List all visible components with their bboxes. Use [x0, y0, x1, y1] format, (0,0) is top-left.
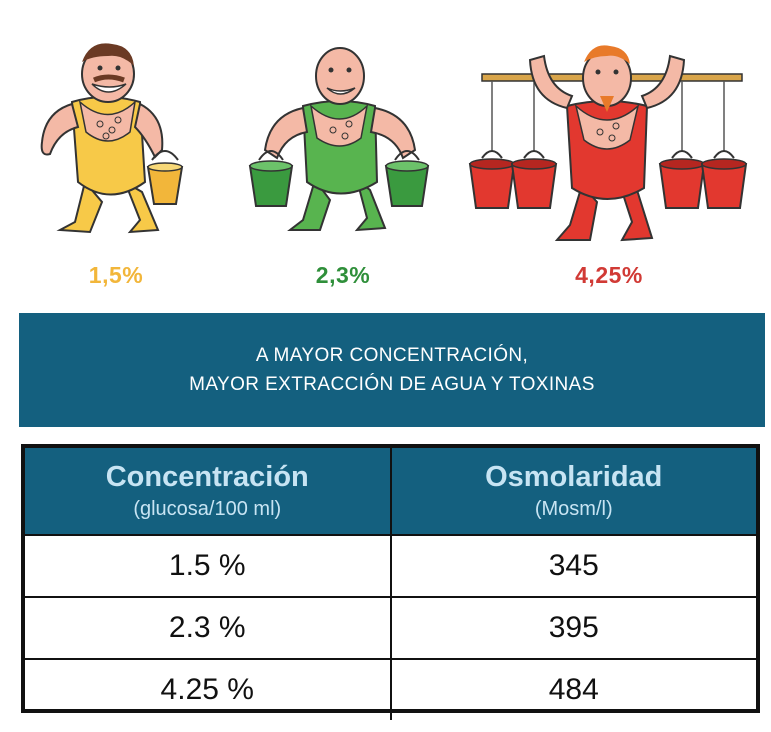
red-strongman-figure	[468, 45, 748, 242]
table-row: 2.3 % 395	[25, 596, 756, 659]
concentration-label-2: 2,3%	[315, 262, 371, 288]
cell-concentration: 1.5 %	[25, 534, 392, 597]
header-concentration-title: Concentración	[105, 461, 309, 493]
banner-line-2: MAYOR EXTRACCIÓN DE AGUA Y TOXINAS	[189, 374, 595, 395]
info-banner: A MAYOR CONCENTRACIÓN, MAYOR EXTRACCIÓN …	[19, 313, 765, 427]
header-concentration-unit: (glucosa/100 ml)	[133, 498, 282, 520]
banner-line-1: A MAYOR CONCENTRACIÓN,	[255, 345, 529, 366]
cell-osmolarity: 345	[390, 534, 756, 597]
table-row: 1.5 % 345	[25, 534, 756, 597]
strongmen-illustration: 1,5% 2,3% 4,25%	[0, 0, 771, 300]
cell-osmolarity: 395	[390, 596, 756, 659]
table-row: 4.25 % 484	[25, 658, 756, 720]
green-strongman-figure	[248, 47, 430, 232]
cell-concentration: 4.25 %	[25, 658, 392, 720]
header-osmolarity-title: Osmolaridad	[485, 461, 663, 493]
cell-concentration: 2.3 %	[25, 596, 392, 659]
header-osmolarity: Osmolaridad (Mosm/l)	[390, 448, 756, 535]
table-header-row: Concentración (glucosa/100 ml) Osmolarid…	[25, 448, 756, 535]
header-concentration: Concentración (glucosa/100 ml)	[25, 448, 392, 535]
header-osmolarity-unit: (Mosm/l)	[534, 498, 613, 520]
concentration-label-3: 4,25%	[575, 262, 643, 288]
osmolarity-table: Concentración (glucosa/100 ml) Osmolarid…	[21, 444, 760, 720]
concentration-label-1: 1,5%	[88, 262, 144, 288]
yellow-strongman-figure	[40, 43, 184, 234]
cell-osmolarity: 484	[390, 658, 756, 720]
